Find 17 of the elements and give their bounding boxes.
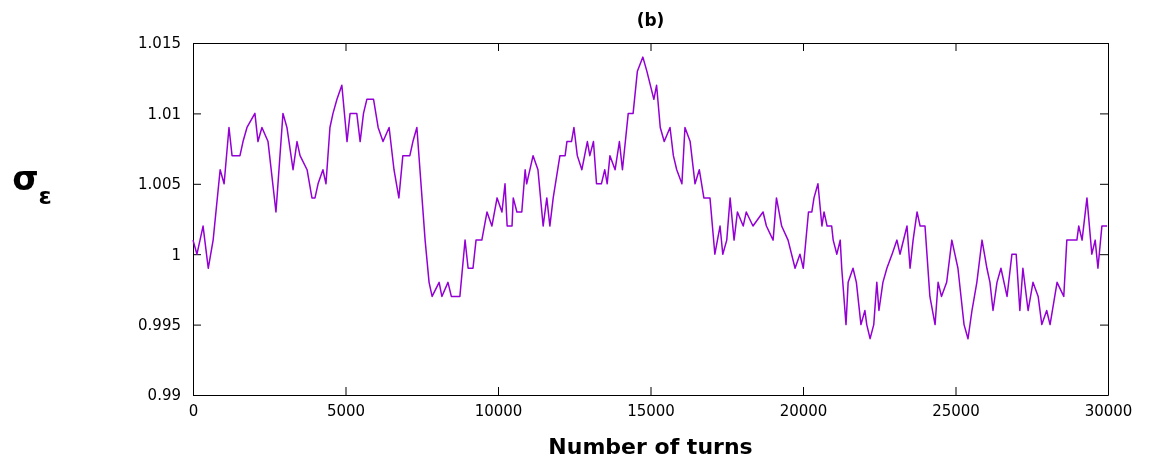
- y-tick-label: 1.005: [138, 175, 181, 194]
- y-tick-label: 1.015: [138, 34, 181, 53]
- x-tick-label: 30000: [1084, 401, 1133, 420]
- x-tick-label: 5000: [326, 401, 366, 420]
- y-tick-label: 1: [171, 245, 181, 264]
- x-tick-label: 25000: [932, 401, 980, 420]
- line-series: [192, 56, 1108, 340]
- y-tick-label: 1.01: [147, 104, 181, 123]
- x-axis-title: Number of turns: [548, 434, 753, 459]
- y-tick-label: 0.99: [147, 386, 181, 405]
- x-tick-label: 20000: [779, 401, 828, 420]
- x-tick-label: 15000: [627, 401, 675, 420]
- x-tick-label: 0: [188, 401, 199, 420]
- x-tick-label: 10000: [474, 401, 523, 420]
- y-tick-label: 0.995: [138, 315, 181, 334]
- chart-title: (b): [636, 10, 665, 30]
- y-axis-title: σ$_{ε}$: [12, 158, 52, 210]
